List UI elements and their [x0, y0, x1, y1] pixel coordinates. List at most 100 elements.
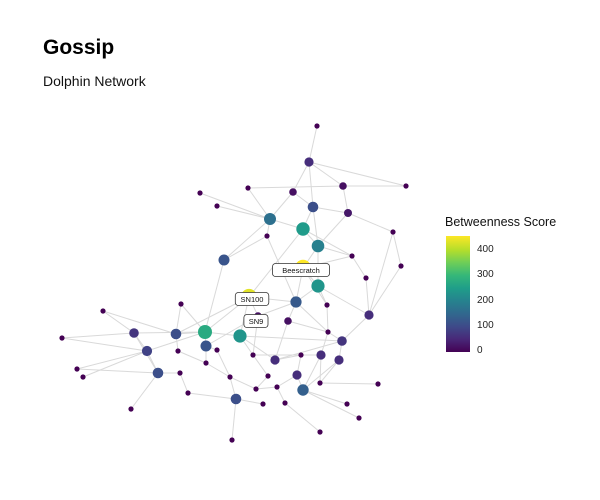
node: [364, 310, 374, 320]
node: [74, 366, 80, 372]
node: [203, 360, 209, 366]
node: [311, 279, 325, 293]
node: [297, 384, 309, 396]
edge: [255, 375, 269, 390]
edge: [247, 185, 344, 189]
edge: [76, 368, 159, 374]
node: [270, 355, 280, 365]
edge: [302, 389, 360, 419]
edge: [204, 259, 225, 333]
legend-tick-200: 200: [477, 295, 494, 306]
legend-tick-100: 100: [477, 320, 494, 331]
node-label: SN100: [234, 292, 270, 306]
edge: [130, 372, 159, 410]
node: [185, 390, 191, 396]
node: [375, 381, 381, 387]
edge: [199, 192, 271, 220]
node: [298, 352, 304, 358]
node-label: Beescratch: [272, 263, 330, 277]
edge: [342, 185, 349, 214]
legend-colorbar: [446, 236, 470, 352]
node: [59, 335, 65, 341]
edge: [255, 386, 278, 390]
edge: [102, 310, 135, 334]
node: [292, 370, 302, 380]
node: [289, 188, 297, 196]
edge: [295, 301, 329, 333]
node: [80, 374, 86, 380]
node: [218, 254, 230, 266]
edge: [274, 340, 343, 361]
edge: [392, 231, 402, 267]
node: [200, 340, 212, 352]
node: [339, 182, 347, 190]
edge: [76, 350, 148, 370]
node: [296, 222, 310, 236]
node: [282, 400, 288, 406]
node: [363, 275, 369, 281]
node-label-text: Beescratch: [282, 266, 320, 275]
edge: [302, 228, 353, 257]
edge: [177, 350, 207, 364]
node: [198, 325, 212, 339]
node-label-text: SN100: [241, 295, 264, 304]
node-label: SN9: [243, 314, 269, 328]
node: [344, 401, 350, 407]
node: [175, 348, 181, 354]
edge: [276, 386, 286, 404]
edge: [368, 265, 402, 316]
edge: [308, 125, 318, 163]
node: [177, 370, 183, 376]
edge: [216, 349, 231, 378]
node: [316, 350, 326, 360]
node: [214, 347, 220, 353]
legend-tick-300: 300: [477, 269, 494, 280]
legend-title: Betweenness Score: [445, 215, 557, 229]
edge: [102, 310, 177, 335]
edge: [82, 350, 148, 378]
edge: [287, 320, 329, 333]
edge: [341, 314, 370, 342]
edge: [61, 332, 135, 339]
edge: [326, 304, 329, 333]
node: [304, 157, 314, 167]
node: [260, 401, 266, 407]
edge: [179, 372, 189, 394]
edges-layer: [61, 125, 407, 441]
node: [317, 429, 323, 435]
node: [403, 183, 409, 189]
node: [178, 301, 184, 307]
edge: [205, 362, 231, 378]
node: [317, 380, 323, 386]
node: [344, 209, 352, 217]
nodes-layer: [59, 123, 409, 443]
edge: [187, 392, 237, 400]
node: [230, 393, 242, 405]
node: [265, 373, 271, 379]
node: [197, 190, 203, 196]
node: [314, 123, 320, 129]
chart-subtitle: Dolphin Network: [43, 73, 146, 89]
edge: [302, 389, 348, 405]
node: [264, 233, 270, 239]
node: [349, 253, 355, 259]
edge: [308, 161, 407, 187]
node: [245, 185, 251, 191]
node: [233, 329, 247, 343]
labels-layer: Beescratch SN100 SN9: [234, 263, 330, 328]
node: [129, 328, 139, 338]
edge: [319, 354, 322, 384]
node: [264, 213, 276, 225]
node: [152, 367, 164, 379]
node: [227, 374, 233, 380]
edge: [61, 337, 148, 352]
edge: [231, 398, 237, 441]
node: [250, 352, 256, 358]
node: [141, 345, 153, 357]
node: [253, 386, 259, 392]
node: [100, 308, 106, 314]
edge: [302, 359, 340, 391]
edge: [223, 218, 271, 261]
edge: [319, 359, 340, 384]
